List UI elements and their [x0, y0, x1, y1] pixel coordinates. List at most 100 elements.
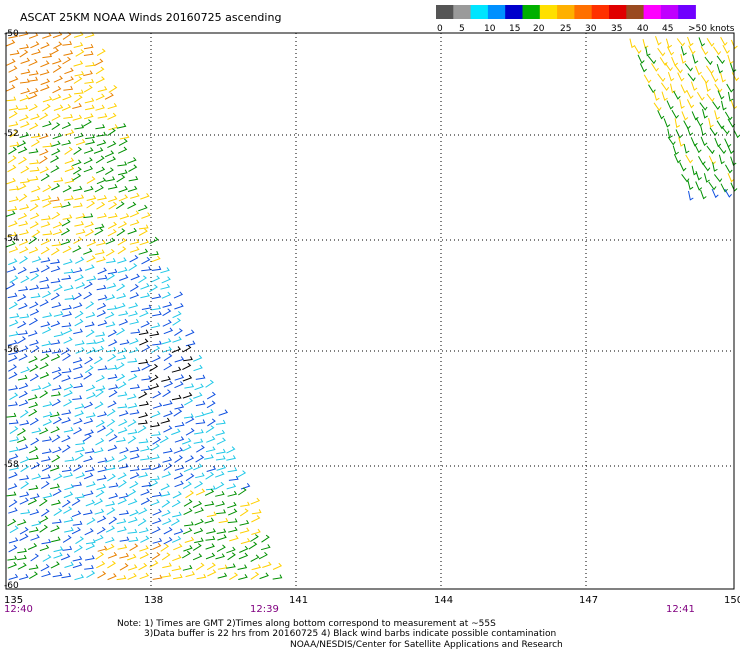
wind-barb: [107, 329, 117, 337]
legend-swatch: [643, 5, 662, 19]
wind-barb: [19, 491, 30, 498]
wind-barb: [105, 428, 115, 437]
wind-barb: [130, 367, 141, 373]
wind-barb: [150, 275, 161, 283]
wind-barb: [205, 379, 214, 388]
wind-barb: [51, 366, 62, 374]
wind-barb: [724, 164, 733, 174]
wind-barb: [129, 466, 140, 472]
wind-barb: [141, 212, 151, 219]
wind-barb: [118, 454, 128, 463]
wind-barb: [117, 161, 128, 167]
legend-labels: 0 5 10 15 20 25 30 35 40 45 >50 knots: [437, 24, 735, 34]
wind-barb: [19, 132, 30, 138]
wind-barb: [6, 96, 17, 102]
wind-barb: [61, 322, 72, 328]
wind-barb: [73, 373, 84, 380]
wind-barb: [184, 383, 195, 389]
wind-barb: [108, 213, 118, 219]
wind-barb: [193, 527, 204, 535]
wind-barb: [150, 422, 160, 428]
wind-barb: [8, 537, 19, 544]
wind-barb: [676, 38, 686, 47]
wind-barb: [695, 181, 703, 191]
wind-barb: [85, 229, 95, 237]
wind-barb: [96, 483, 107, 491]
wind-barb: [9, 185, 19, 191]
wind-barb: [159, 435, 169, 444]
wind-barb: [6, 282, 16, 290]
wind-barb: [194, 429, 204, 435]
wind-barb: [28, 317, 38, 326]
wind-barb: [64, 129, 75, 136]
wind-barb: [119, 274, 129, 281]
wind-barb: [161, 509, 171, 517]
wind-barb: [174, 436, 185, 443]
wind-barb: [648, 84, 656, 94]
lat-label-50: -50: [4, 29, 19, 39]
wind-barb: [163, 527, 173, 535]
wind-barb: [62, 245, 72, 254]
wind-barb: [195, 419, 206, 425]
wind-barb: [50, 320, 61, 328]
wind-barb: [107, 183, 118, 190]
wind-barb: [61, 435, 71, 443]
wind-barb: [174, 356, 185, 363]
wind-barb: [108, 482, 119, 488]
wind-barb: [171, 518, 180, 526]
wind-barb: [659, 57, 668, 66]
wind-barb: [64, 146, 73, 155]
wind-barb: [149, 250, 159, 256]
wind-barb: [82, 119, 92, 127]
wind-barb: [52, 571, 63, 578]
wind-barb: [28, 330, 38, 337]
lon-label-150: 150: [724, 595, 740, 606]
wind-barb: [127, 564, 138, 571]
wind-barb: [6, 266, 17, 273]
legend-label: 10: [484, 24, 496, 34]
wind-barb: [18, 146, 28, 154]
wind-barb: [97, 194, 107, 201]
wind-barb: [105, 248, 115, 257]
wind-barb: [161, 291, 172, 299]
wind-barb: [84, 429, 94, 436]
wind-barb: [140, 497, 151, 505]
wind-barb: [39, 148, 49, 156]
wind-barb: [18, 390, 28, 399]
wind-barb: [665, 38, 673, 49]
wind-barb: [258, 551, 268, 560]
wind-barb: [731, 72, 740, 82]
wind-barb: [250, 571, 260, 580]
wind-barb: [642, 38, 649, 49]
wind-barb: [96, 515, 107, 523]
wind-barb: [51, 536, 61, 543]
wind-barb: [130, 384, 140, 390]
wind-barb: [637, 54, 645, 64]
wind-barb: [675, 129, 683, 139]
wind-barb: [96, 201, 106, 210]
wind-barb: [204, 409, 214, 416]
wind-barb: [127, 402, 138, 409]
wind-barb: [116, 354, 127, 361]
wind-barb: [30, 113, 40, 120]
wind-barb: [161, 552, 171, 561]
wind-barb: [107, 573, 117, 581]
wind-barb: [51, 140, 61, 147]
wind-barb: [64, 76, 74, 83]
wind-barb: [163, 380, 174, 388]
wind-barb: [8, 65, 18, 73]
wind-barb: [85, 264, 95, 271]
wind-barb: [671, 56, 679, 67]
wind-barb: [162, 301, 173, 308]
wind-barb: [39, 112, 49, 121]
wind-barb: [107, 400, 117, 408]
wind-barb: [116, 518, 127, 525]
wind-barb: [107, 140, 117, 149]
wind-barb: [40, 78, 51, 86]
wind-barb: [182, 374, 193, 382]
wind-barb: [72, 267, 83, 274]
wind-barb: [41, 464, 52, 472]
wind-barb: [97, 294, 108, 301]
wind-barb: [160, 483, 170, 491]
